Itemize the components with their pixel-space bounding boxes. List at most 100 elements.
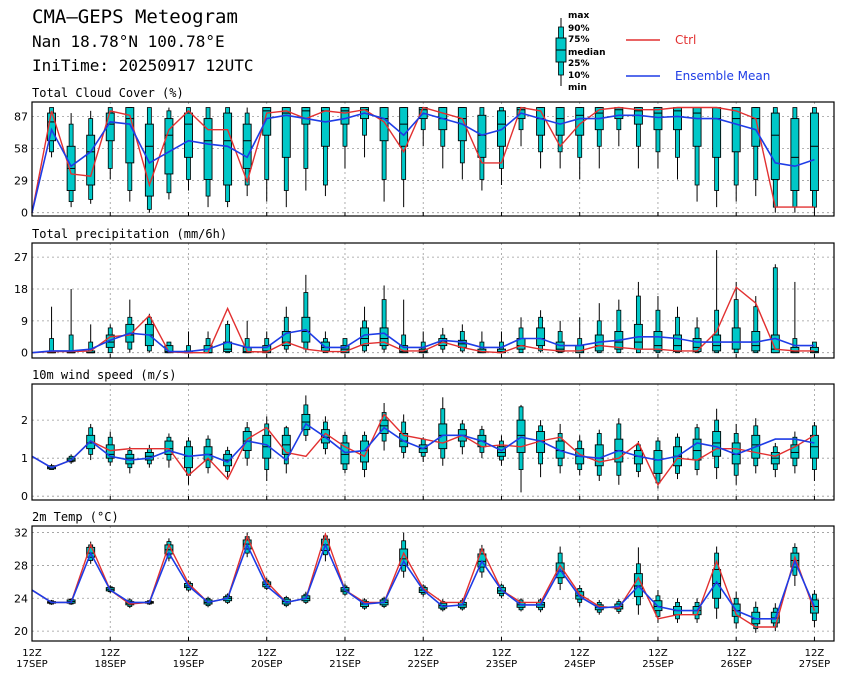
y-tick-label: 20 <box>14 625 28 638</box>
box-mark <box>790 431 800 474</box>
y-tick-label: 1 <box>21 452 28 465</box>
box-mark <box>399 107 409 208</box>
box-mark <box>360 306 369 353</box>
box-25-75 <box>731 107 741 153</box>
box-25-75 <box>790 118 800 191</box>
y-tick-label: 32 <box>14 527 28 540</box>
box-25-75 <box>790 444 800 459</box>
location-label: Nan 18.78°N 100.78°E <box>32 32 225 51</box>
panel-frame <box>31 525 835 642</box>
box-mark <box>692 423 702 476</box>
x-tick-label-time: 12Z <box>22 648 42 659</box>
ctrl-series-line <box>31 531 816 628</box>
box-25-75 <box>497 446 506 457</box>
y-tick-label: 27 <box>14 251 28 264</box>
box-mark <box>144 107 154 213</box>
box-mark <box>790 107 800 213</box>
box-mark <box>516 317 526 354</box>
box-mark <box>262 331 272 354</box>
box-25-75 <box>262 107 272 136</box>
box-mark <box>86 110 96 204</box>
box-mark <box>262 107 272 202</box>
panel-title: 10m wind speed (m/s) <box>32 368 177 382</box>
mean-series-line <box>31 328 815 354</box>
box-25-75 <box>770 334 780 354</box>
mean-series-line <box>31 542 816 620</box>
box-mark <box>555 320 565 354</box>
box-25-75 <box>712 107 722 158</box>
box-mark <box>809 107 819 213</box>
box-25-75 <box>653 107 663 131</box>
x-tick-label-time: 12Z <box>492 648 512 659</box>
legend-box-label: 25% <box>568 59 590 69</box>
y-tick-label: 0 <box>21 347 28 360</box>
box-25-75 <box>614 107 624 120</box>
panel-3: 2m Temp (°C) 20 24 28 32 <box>14 510 835 642</box>
x-tick-label-date: 24SEP <box>564 659 595 670</box>
box-mark <box>712 408 722 480</box>
box-25-75 <box>516 419 526 453</box>
box-25-75 <box>281 107 291 158</box>
x-tick-label-date: 25SEP <box>642 659 673 670</box>
box-25-75 <box>105 334 115 348</box>
box-mark <box>614 299 624 354</box>
box-25-75 <box>712 431 722 457</box>
box-25-75 <box>536 107 546 136</box>
x-tick-label-time: 12Z <box>100 648 120 659</box>
panel-title: Total Cloud Cover (%) <box>32 86 184 100</box>
y-tick-label: 29 <box>14 175 28 188</box>
box-25-75 <box>399 548 409 566</box>
box-mark <box>223 320 233 354</box>
x-tick-label-time: 12Z <box>335 648 355 659</box>
chart-title: CMA—GEPS Meteogram <box>32 6 238 28</box>
x-tick-label-date: 26SEP <box>720 659 751 670</box>
y-tick-label: 24 <box>14 592 28 605</box>
box-mark <box>653 296 663 354</box>
box-mark <box>125 107 135 202</box>
box-mark <box>575 317 585 354</box>
box-mark <box>516 404 526 493</box>
x-tick-label-date: 27SEP <box>799 659 830 670</box>
box-mark <box>536 310 546 353</box>
box-mark <box>47 306 57 354</box>
x-tick-label-time: 12Z <box>648 648 668 659</box>
x-tick-label-time: 12Z <box>570 648 590 659</box>
x-tick-label-date: 19SEP <box>173 659 204 670</box>
ctrl-series-line <box>31 286 815 354</box>
box-25-75 <box>281 331 291 347</box>
box-mark <box>320 533 330 562</box>
box-mark <box>105 431 115 466</box>
box-25-75 <box>320 107 330 147</box>
x-tick-label-date: 17SEP <box>16 659 47 670</box>
mean-series-line <box>31 422 815 469</box>
x-tick-label-date: 20SEP <box>251 659 282 670</box>
box-mark <box>712 250 722 354</box>
y-tick-label: 2 <box>21 414 28 427</box>
box-mark <box>320 331 330 354</box>
panel-2: 10m wind speed (m/s) 0 1 2 <box>21 368 835 503</box>
box-25-75 <box>379 107 389 142</box>
box-mark <box>262 416 272 481</box>
legend-box-label: 90% <box>568 24 590 34</box>
x-tick-label-date: 23SEP <box>486 659 517 670</box>
box-mark <box>536 420 546 478</box>
y-tick-label: 9 <box>21 315 28 328</box>
box-25-75 <box>242 123 252 169</box>
box-mark <box>360 107 369 158</box>
box-mark <box>497 331 506 354</box>
y-tick-label: 28 <box>14 559 28 572</box>
box-mark <box>633 107 643 169</box>
box-mark <box>418 437 428 462</box>
box-mark <box>477 331 487 354</box>
box-25-75 <box>809 112 819 191</box>
box-mark <box>281 425 291 474</box>
box-mark <box>399 299 409 354</box>
box-25-75 <box>399 107 409 147</box>
init-time-label: IniTime: 20250917 12UTC <box>32 56 254 75</box>
box-mark <box>555 107 565 169</box>
box-mark <box>809 422 819 481</box>
box-mark <box>809 341 819 354</box>
x-tick-label-time: 12Z <box>179 648 199 659</box>
